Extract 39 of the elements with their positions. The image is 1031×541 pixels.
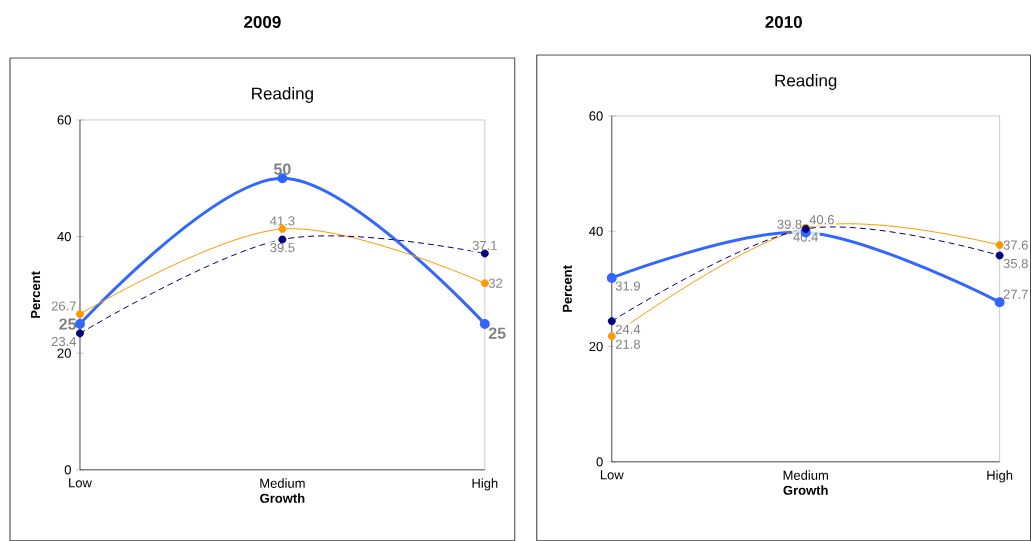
x-tick-label: Medium	[783, 470, 828, 480]
chart-subtitle: Reading	[775, 73, 837, 90]
x-tick-label: Medium	[260, 478, 305, 488]
y-tick-label: 20	[589, 341, 603, 352]
chart-title: 2009	[244, 15, 281, 28]
chart-title: 2010	[765, 15, 802, 28]
data-label: 37.6	[1003, 240, 1028, 250]
data-label: 31.9	[615, 281, 640, 291]
y-axis-title: Percent	[562, 265, 572, 312]
data-label: 39.8	[777, 219, 802, 229]
data-label: 41.3	[270, 216, 295, 226]
y-tick-label: 20	[57, 348, 71, 358]
y-tick-label: 60	[57, 115, 71, 125]
x-axis-title: Growth	[783, 485, 828, 495]
x-tick-label: High	[987, 470, 1013, 483]
data-label: 24.4	[615, 324, 641, 334]
y-tick-label: 0	[64, 465, 71, 475]
data-label: 25	[488, 327, 506, 339]
data-label: 26.7	[51, 301, 76, 311]
data-label: 37.1	[472, 240, 497, 250]
data-label: 50	[273, 163, 291, 175]
y-tick-label: 40	[589, 226, 603, 236]
data-label: 25	[59, 318, 77, 330]
y-tick-label: 0	[596, 457, 603, 467]
data-label: 21.8	[615, 339, 640, 349]
x-tick-label: Low	[600, 470, 624, 480]
x-tick-label: High	[472, 478, 498, 491]
data-label: 23.4	[51, 336, 77, 346]
x-axis-title: Growth	[260, 493, 305, 503]
data-label: 40.6	[809, 214, 834, 225]
chart-subtitle: Reading	[252, 86, 313, 103]
data-label: 27.7	[1003, 289, 1028, 299]
y-tick-label: 40	[57, 231, 71, 242]
y-axis-title: Percent	[31, 271, 41, 318]
y-tick-label: 60	[589, 111, 603, 121]
data-label: 35.8	[1003, 258, 1028, 269]
data-label: 39.5	[270, 242, 295, 253]
data-label: 32	[488, 278, 503, 288]
x-tick-label: Low	[69, 478, 92, 488]
